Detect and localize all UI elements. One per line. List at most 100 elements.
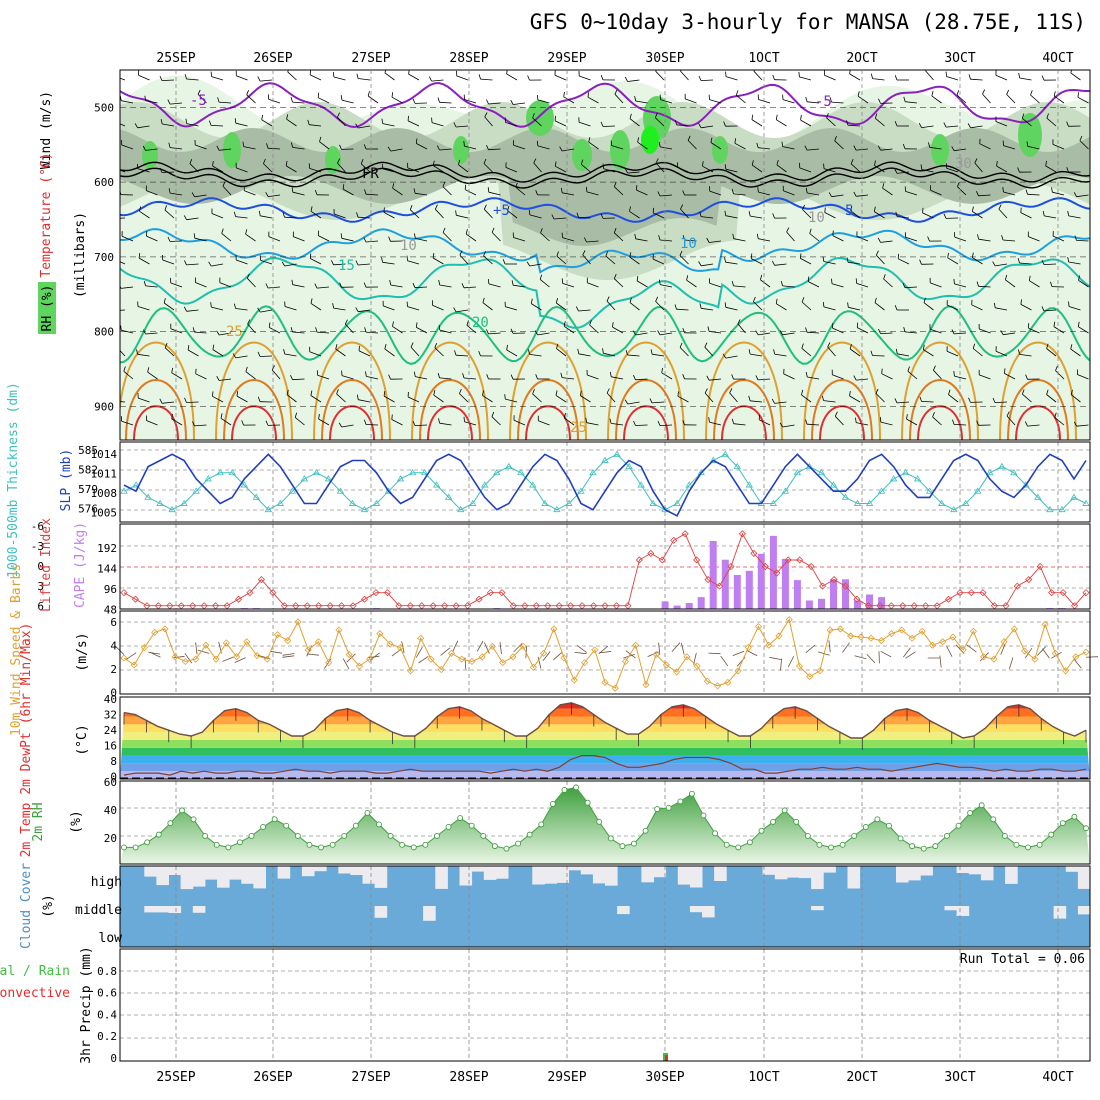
- wind-barb: [733, 238, 746, 242]
- wind-speed-point: [591, 646, 599, 654]
- cloud-gap-high: [495, 866, 509, 879]
- wind-barb: [627, 401, 640, 405]
- rh-point: [433, 832, 440, 839]
- wind-speed-point: [714, 682, 722, 690]
- wind-barb: [286, 118, 297, 127]
- precip-tick-label: 0.6: [97, 987, 117, 1000]
- wind-barb-flag: [507, 205, 510, 211]
- wind-barb: [921, 401, 934, 403]
- wind-barb-flag: [442, 227, 446, 233]
- thickness-line: [123, 453, 1087, 511]
- wind-barb-flag: [650, 349, 653, 355]
- wind-barb-flag: [192, 421, 195, 427]
- wind-barb: [236, 395, 248, 403]
- wind-barb: [169, 102, 183, 105]
- temp-contour-arch: [525, 405, 571, 440]
- wind-barb: [945, 125, 959, 128]
- wind-barb: [212, 165, 224, 173]
- wind-barb-flag: [536, 140, 539, 146]
- wind-barb: [897, 353, 910, 357]
- wind-speed-point: [877, 636, 885, 645]
- wind-barb-flag: [807, 276, 810, 282]
- wind-barb: [392, 187, 403, 196]
- wind-barb-flag: [365, 371, 367, 377]
- wind-barb: [120, 350, 126, 357]
- thickness-point: [841, 493, 850, 500]
- li-point: [796, 556, 804, 564]
- thickness-point: [384, 487, 393, 494]
- wind-barb-flag: [1041, 75, 1045, 81]
- cloud-gap-high: [799, 866, 812, 879]
- wind-barb: [284, 306, 297, 311]
- wind-barb: [342, 188, 354, 196]
- wind-barb-flag: [139, 206, 141, 212]
- wind-barb: [236, 167, 248, 173]
- wind-barb: [562, 192, 575, 196]
- wind-barb-flag: [927, 236, 930, 242]
- wind-barb: [211, 213, 224, 219]
- rh-point: [1013, 841, 1020, 848]
- wind-barb-flag: [877, 237, 881, 243]
- wind-barb-flag: [536, 94, 539, 100]
- wind-barb-flag: [363, 237, 367, 243]
- wind-barb: [1006, 94, 1016, 104]
- wind-barb: [146, 420, 158, 426]
- wind-barb-flag: [331, 260, 334, 265]
- rh-legend-swatch: [38, 282, 56, 334]
- wind-barb: [702, 165, 714, 173]
- wind-barb-flag: [315, 327, 318, 333]
- wind-barb: [823, 400, 836, 403]
- wind-speed-point: [1010, 625, 1018, 633]
- wind-barb: [121, 235, 134, 242]
- wind-barb: [341, 237, 354, 242]
- wind-barb: [760, 279, 771, 288]
- wind-barb: [465, 189, 477, 196]
- wind-barb: [146, 190, 158, 196]
- wind-barb-10m: [787, 656, 795, 668]
- rh-moist-area: [526, 100, 554, 136]
- wind-barb: [710, 142, 722, 150]
- rh-point: [271, 816, 278, 823]
- wind-speed-point: [580, 659, 589, 667]
- rh-point: [781, 807, 788, 814]
- wind-barb: [774, 401, 787, 404]
- wind-barb: [751, 119, 763, 127]
- wind-barb: [823, 306, 836, 311]
- wind-barb: [145, 332, 158, 335]
- wind-barb-flag: [629, 252, 632, 258]
- contour-label: 15: [338, 258, 355, 274]
- wind-barb: [554, 74, 567, 81]
- wind-barb-flag: [143, 280, 146, 287]
- wind-barb-flag: [171, 413, 173, 419]
- thickness-point: [469, 499, 477, 506]
- wind-barb-flag: [245, 229, 248, 235]
- wind-barb: [407, 167, 420, 173]
- wind-barb: [629, 302, 640, 311]
- wind-speed-point: [130, 661, 138, 669]
- wind-barb-flag: [134, 123, 138, 128]
- wind-barb-flag: [723, 121, 726, 127]
- wind-barb-flag: [870, 350, 873, 356]
- wind-barb-flag: [682, 420, 685, 425]
- wind-barb: [848, 306, 861, 311]
- cloud-gap-high: [847, 866, 861, 889]
- pressure-tick-label: 500: [94, 101, 114, 114]
- wind-barb: [318, 97, 330, 104]
- rh-area: [120, 787, 1090, 864]
- rh-point: [886, 822, 892, 829]
- wind-barb: [875, 393, 885, 403]
- wind-barb-flag: [184, 260, 187, 266]
- li-tick-label: 6: [37, 600, 44, 613]
- cloud-gap-middle: [423, 906, 436, 921]
- wind-speed-point: [478, 653, 486, 661]
- li-point: [761, 562, 769, 571]
- slp-axis-label: SLP (mb): [59, 449, 74, 512]
- wind-barb-10m: [476, 640, 484, 652]
- wind-barb-flag: [682, 374, 685, 380]
- wind-barb: [680, 208, 689, 219]
- thickness-tick-label: 585: [78, 444, 98, 457]
- wind-barb: [823, 168, 836, 173]
- rh-point: [642, 827, 649, 834]
- wind-barb: [751, 164, 763, 173]
- wind-barb-flag: [943, 213, 947, 219]
